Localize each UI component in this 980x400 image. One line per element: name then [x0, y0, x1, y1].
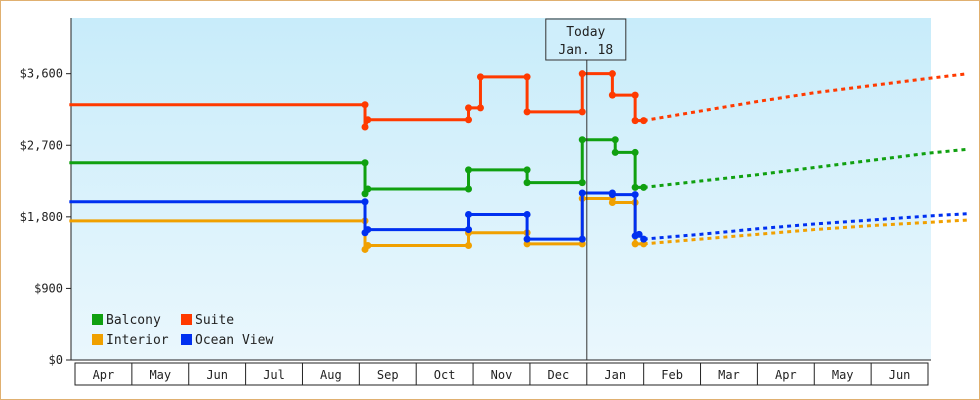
legend-swatch-ocean-view — [181, 334, 192, 345]
x-tick-label: Mar — [718, 368, 740, 382]
data-point-suite — [523, 73, 531, 81]
x-tick-label: Jun — [206, 368, 228, 382]
plot-background — [71, 18, 931, 360]
data-point-ocean-view — [523, 210, 531, 218]
data-point-suite — [364, 116, 372, 124]
legend-swatch-suite — [181, 314, 192, 325]
data-point-balcony — [465, 185, 473, 193]
data-point-balcony — [611, 148, 619, 156]
today-box — [545, 18, 627, 61]
data-point-interior — [608, 199, 616, 207]
y-axis: $0 $900 $1,800 $2,700 $3,600 — [20, 18, 72, 367]
data-point-ocean-view — [578, 235, 586, 243]
x-tick-label: Apr — [775, 368, 797, 382]
series-layer — [69, 70, 968, 253]
today-marker: Today Jan. 18 — [545, 18, 627, 360]
x-tick-label: Sep — [377, 368, 399, 382]
data-point-interior — [631, 240, 639, 248]
legend: Balcony Suite Interior Ocean View — [92, 313, 273, 348]
data-point-suite — [476, 104, 484, 112]
y-tick-label: $0 — [49, 353, 63, 367]
x-tick-label: Jul — [263, 368, 285, 382]
x-tick-label: Dec — [548, 368, 570, 382]
data-point-suite — [631, 117, 639, 125]
data-point-balcony — [631, 183, 639, 191]
data-point-suite — [476, 73, 484, 81]
series-suite — [69, 70, 968, 131]
data-point-ocean-view — [608, 191, 616, 199]
x-tick-label: Aug — [320, 368, 342, 382]
data-point-interior — [364, 241, 372, 249]
data-point-balcony — [465, 166, 473, 174]
y-tick-label: $900 — [34, 281, 63, 295]
legend-swatch-balcony — [92, 314, 103, 325]
today-label: Today — [566, 25, 605, 40]
data-point-suite — [361, 123, 369, 131]
x-tick-label: Apr — [93, 368, 115, 382]
x-tick-label: May — [832, 368, 854, 382]
legend-label-interior: Interior — [106, 333, 169, 348]
data-point-suite — [578, 108, 586, 116]
data-point-ocean-view — [465, 210, 473, 218]
data-point-ocean-view — [465, 226, 473, 234]
series-balcony — [69, 136, 968, 198]
y-tick-label: $3,600 — [20, 67, 63, 81]
legend-label-ocean-view: Ocean View — [195, 333, 273, 348]
series-ocean-view — [69, 189, 968, 243]
x-tick-label: Feb — [661, 368, 683, 382]
data-point-balcony — [364, 185, 372, 193]
data-point-suite — [465, 116, 473, 124]
x-axis: Apr May Jun Jul Aug Sep Oct Nov Dec Jan Feb Mar Apr M… — [71, 359, 931, 386]
data-point-suite — [361, 101, 369, 109]
legend-swatch-interior — [92, 334, 103, 345]
data-point-ocean-view — [631, 191, 639, 199]
x-tick-label: Oct — [434, 368, 456, 382]
data-point-suite — [631, 91, 639, 99]
data-point-balcony — [361, 159, 369, 167]
today-date: Jan. 18 — [558, 43, 613, 58]
legend-label-suite: Suite — [195, 313, 234, 328]
y-tick-label: $1,800 — [20, 210, 63, 224]
data-point-interior — [465, 241, 473, 249]
y-tick-label: $2,700 — [20, 138, 63, 152]
projection-line-balcony — [643, 147, 968, 189]
projection-line-suite — [643, 72, 968, 123]
data-point-suite — [608, 91, 616, 99]
x-tick-label: Nov — [491, 368, 513, 382]
data-point-balcony — [631, 148, 639, 156]
x-tick-label: May — [149, 368, 171, 382]
projection-line-ocean-view — [643, 212, 968, 241]
data-point-ocean-view — [364, 226, 372, 234]
data-point-balcony — [578, 136, 586, 144]
data-point-suite — [465, 104, 473, 112]
data-point-ocean-view — [578, 189, 586, 197]
x-axis-band — [74, 362, 929, 386]
data-point-ocean-view — [361, 198, 369, 206]
projection-line-interior — [643, 218, 968, 246]
legend-label-balcony: Balcony — [106, 313, 161, 328]
data-point-balcony — [523, 166, 531, 174]
data-point-suite — [578, 70, 586, 78]
x-tick-label: Jun — [889, 368, 911, 382]
data-point-balcony — [523, 179, 531, 187]
data-point-suite — [523, 108, 531, 116]
data-point-balcony — [578, 179, 586, 187]
data-point-balcony — [611, 136, 619, 144]
x-tick-label: Jan — [604, 368, 626, 382]
data-point-ocean-view — [523, 235, 531, 243]
data-point-suite — [608, 70, 616, 78]
data-point-ocean-view — [635, 230, 643, 238]
